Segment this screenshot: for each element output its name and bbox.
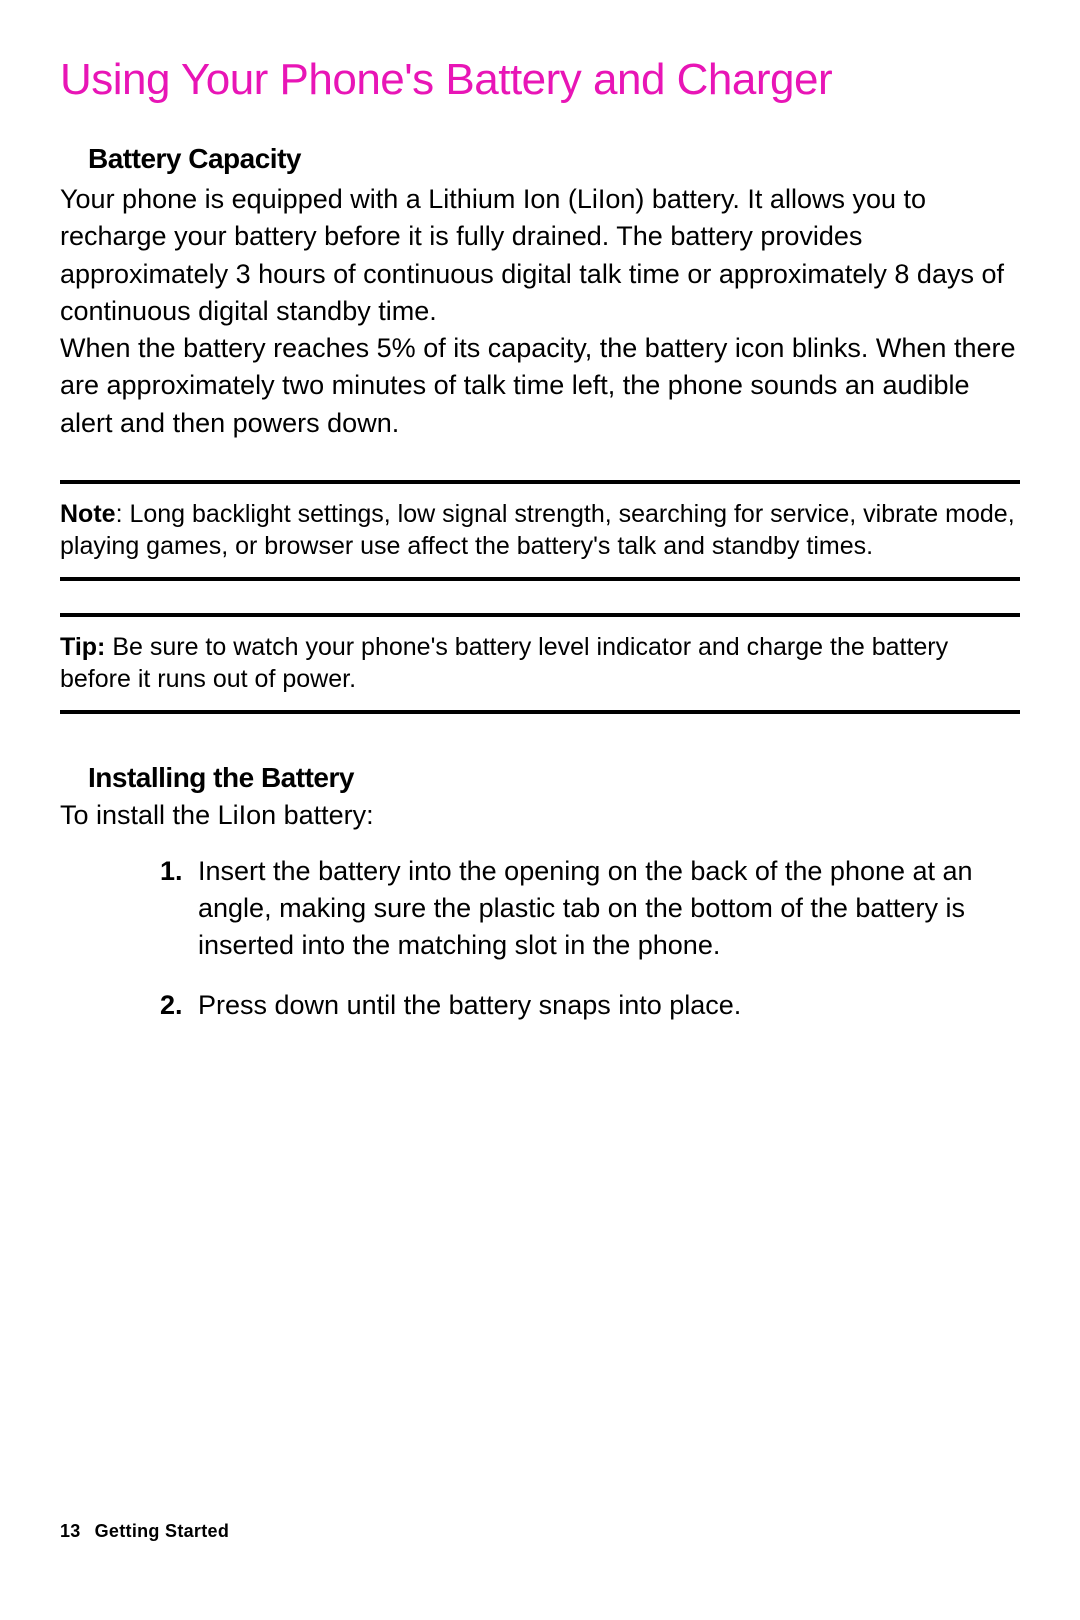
section2: Installing the Battery To install the Li… [60,762,1020,1024]
section2-intro: To install the LiIon battery: [60,800,1020,831]
page-footer: 13 Getting Started [60,1521,229,1542]
note-body: : Long backlight settings, low signal st… [60,500,1015,561]
section1-paragraph2: When the battery reaches 5% of its capac… [60,330,1020,442]
section1-body: Your phone is equipped with a Lithium Io… [60,181,1020,442]
footer-page-number: 13 [60,1521,81,1541]
note-callout-text: Note: Long backlight settings, low signa… [60,498,1020,563]
list-item: Insert the battery into the opening on t… [160,853,1020,965]
list-item: Press down until the battery snaps into … [160,987,1020,1024]
tip-body: Be sure to watch your phone's battery le… [60,633,948,694]
tip-callout-text: Tip: Be sure to watch your phone's batte… [60,631,1020,696]
note-callout: Note: Long backlight settings, low signa… [60,480,1020,581]
section-heading-installing-battery: Installing the Battery [88,762,1020,794]
tip-callout: Tip: Be sure to watch your phone's batte… [60,613,1020,714]
note-label: Note [60,500,116,528]
install-steps-list: Insert the battery into the opening on t… [60,853,1020,1024]
section1-paragraph1: Your phone is equipped with a Lithium Io… [60,181,1020,330]
tip-label: Tip: [60,633,105,661]
footer-section-name: Getting Started [95,1521,230,1541]
page-title: Using Your Phone's Battery and Charger [60,55,1020,105]
section-heading-battery-capacity: Battery Capacity [88,143,1020,175]
